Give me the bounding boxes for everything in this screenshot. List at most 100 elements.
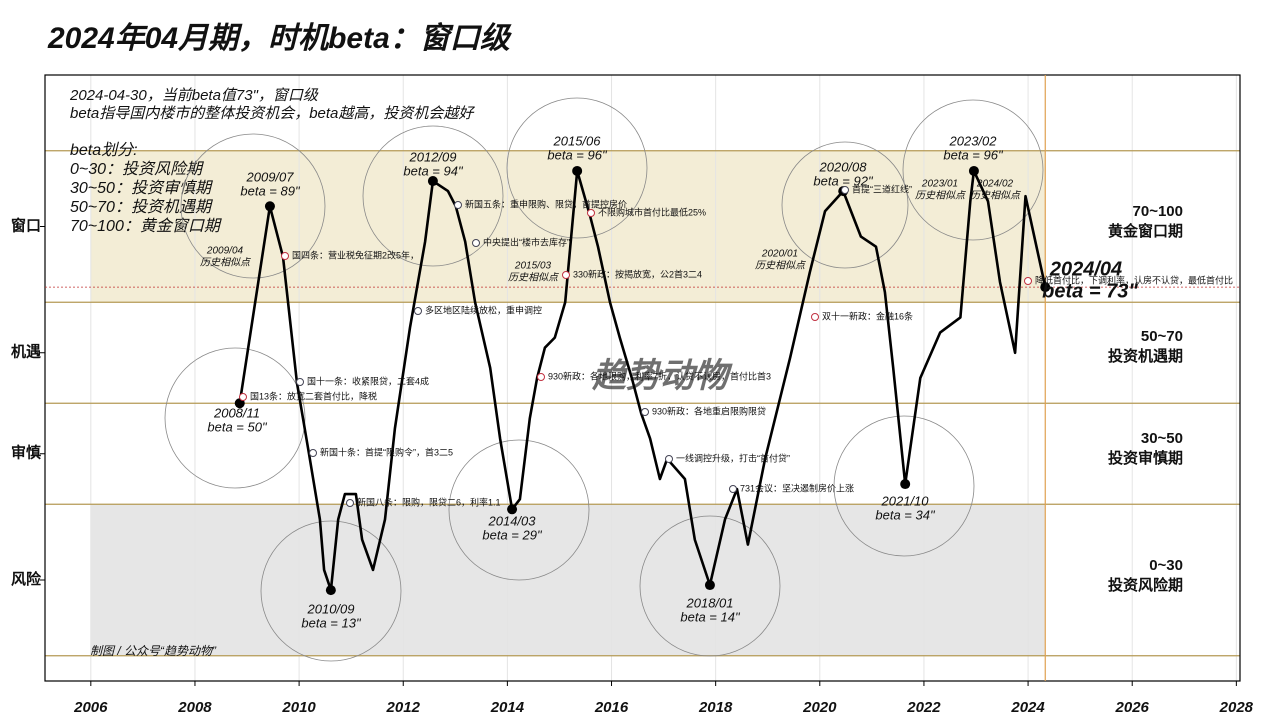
credit: 制图 / 公众号“趋势动物” (90, 644, 217, 658)
event-marker (414, 307, 422, 315)
event-marker (281, 252, 289, 260)
event-marker (239, 393, 247, 401)
extreme-beta: beta = 34" (875, 507, 936, 522)
event-marker (472, 239, 480, 247)
extreme-date: 2023/02 (949, 133, 998, 148)
similar-date: 2024/02 (976, 179, 1014, 190)
extreme-beta: beta = 89" (240, 183, 301, 198)
event-label: 国13条：放宽二套首付比，降税 (250, 390, 377, 401)
similar-label: 历史相似点 (755, 260, 806, 272)
zone-range: 50~70 (1141, 328, 1183, 345)
extreme-dot (325, 585, 336, 596)
extreme-beta: beta = 29" (482, 527, 543, 542)
event-label: 不限购城市首付比最低25% (598, 206, 706, 217)
event-marker (729, 485, 737, 493)
x-tick-label: 2026 (1115, 699, 1150, 716)
extreme-beta: beta = 13" (301, 615, 362, 630)
highlight-circle (260, 520, 402, 662)
extreme-date: 2024/04 (1049, 258, 1122, 280)
similar-date: 2015/03 (514, 261, 552, 272)
highlight-circle (180, 133, 326, 279)
zone-range: 70~100 (1133, 203, 1183, 220)
zone-range: 30~50 (1141, 430, 1183, 447)
y-tick-label: 窗口 (11, 216, 41, 234)
extreme-beta: beta = 96" (547, 147, 608, 162)
extreme-beta: beta = 92" (813, 173, 874, 188)
x-tick-label: 2018 (698, 699, 733, 716)
extreme-date: 2018/01 (686, 595, 734, 610)
note: 70~100：黄金窗口期 (70, 217, 222, 235)
similar-label: 历史相似点 (970, 190, 1021, 202)
similar-date: 2009/04 (206, 246, 244, 257)
x-tick-label: 2022 (906, 699, 941, 716)
event-label: 新国十条：首提“限购令”，首3二5 (320, 446, 453, 457)
similar-date: 2023/01 (921, 179, 958, 190)
event-marker (841, 186, 849, 194)
highlight-circle (833, 415, 975, 557)
zone-name: 投资机遇期 (1108, 347, 1183, 365)
zone-name: 投资风险期 (1108, 576, 1183, 594)
zone-name: 黄金窗口期 (1108, 222, 1183, 240)
event-label: 新国五条：重申限购、限贷，首提控房价 (465, 198, 627, 209)
y-tick-label: 机遇 (11, 343, 41, 361)
event-marker (537, 373, 545, 381)
zone-band (90, 504, 1046, 656)
plot-frame (44, 74, 1241, 682)
similar-date: 2020/01 (761, 249, 798, 260)
highlight-circle (781, 141, 909, 269)
note: 2024-04-30，当前beta值73"，窗口级 (69, 87, 319, 104)
highlight-circle (448, 439, 590, 581)
extreme-date: 2012/09 (409, 149, 457, 164)
event-marker (454, 201, 462, 209)
extreme-dot (704, 580, 715, 591)
event-marker (587, 209, 595, 217)
event-marker (1024, 277, 1032, 285)
event-marker (811, 313, 819, 321)
extreme-date: 2009/07 (246, 169, 295, 184)
extreme-beta: beta = 73" (1042, 280, 1138, 302)
highlight-circle (639, 515, 781, 657)
x-tick-label: 2016 (594, 699, 629, 716)
extreme-beta: beta = 96" (943, 147, 1004, 162)
event-label: 多区地区陆续放松，重申调控 (425, 304, 542, 315)
extreme-beta: beta = 14" (680, 609, 741, 624)
event-label: 首提“三道红线” (852, 183, 912, 194)
x-tick-label: 2028 (1219, 699, 1254, 716)
beta-line (238, 169, 1047, 592)
x-tick-label: 2012 (386, 699, 421, 716)
x-tick-label: 2020 (802, 699, 837, 716)
chart-title: 2024年04月期，时机beta：窗口级 (47, 22, 513, 55)
event-label: 中央提出“楼市去库存” (483, 236, 570, 247)
note: 50~70：投资机遇期 (70, 198, 213, 216)
similar-label: 历史相似点 (200, 257, 251, 269)
note: 0~30：投资风险期 (70, 160, 204, 178)
x-tick-label: 2014 (490, 699, 525, 716)
event-label: 双十一新政：金融16条 (822, 310, 913, 321)
event-label: 国四条：营业税免征期2改5年， (292, 249, 419, 260)
x-tick-label: 2024 (1010, 699, 1045, 716)
event-label: 731会议：坚决遏制房价上涨 (740, 482, 854, 493)
note: beta指导国内楼市的整体投资机会，beta越高，投资机会越好 (70, 105, 475, 122)
x-tick-label: 2006 (73, 699, 108, 716)
extreme-dot (507, 504, 518, 515)
event-label: 降低首付比，下调利率，认房不认贷，最低首付比 (1035, 274, 1233, 285)
event-marker (309, 449, 317, 457)
extreme-dot (968, 165, 979, 176)
highlight-circle (902, 99, 1044, 241)
extreme-date: 2014/03 (488, 513, 537, 528)
extreme-dot (264, 201, 275, 212)
extreme-dot (900, 479, 911, 490)
extreme-dot (427, 176, 438, 187)
similar-label: 历史相似点 (508, 272, 559, 284)
extreme-date: 2008/11 (213, 405, 260, 420)
extreme-date: 2021/10 (881, 493, 930, 508)
similar-label: 历史相似点 (915, 190, 966, 202)
zone-range: 0~30 (1149, 557, 1183, 574)
note: beta划分: (70, 141, 138, 159)
event-label: 新国八条：限购，限贷二6，利率1.1 (357, 496, 501, 507)
event-label: 930新政：各地限购，利率7折，认贷不认房，首付比首3 (548, 370, 771, 381)
x-tick-label: 2010 (281, 699, 316, 716)
extreme-date: 2010/09 (307, 601, 355, 616)
extreme-date: 2015/06 (553, 133, 602, 148)
